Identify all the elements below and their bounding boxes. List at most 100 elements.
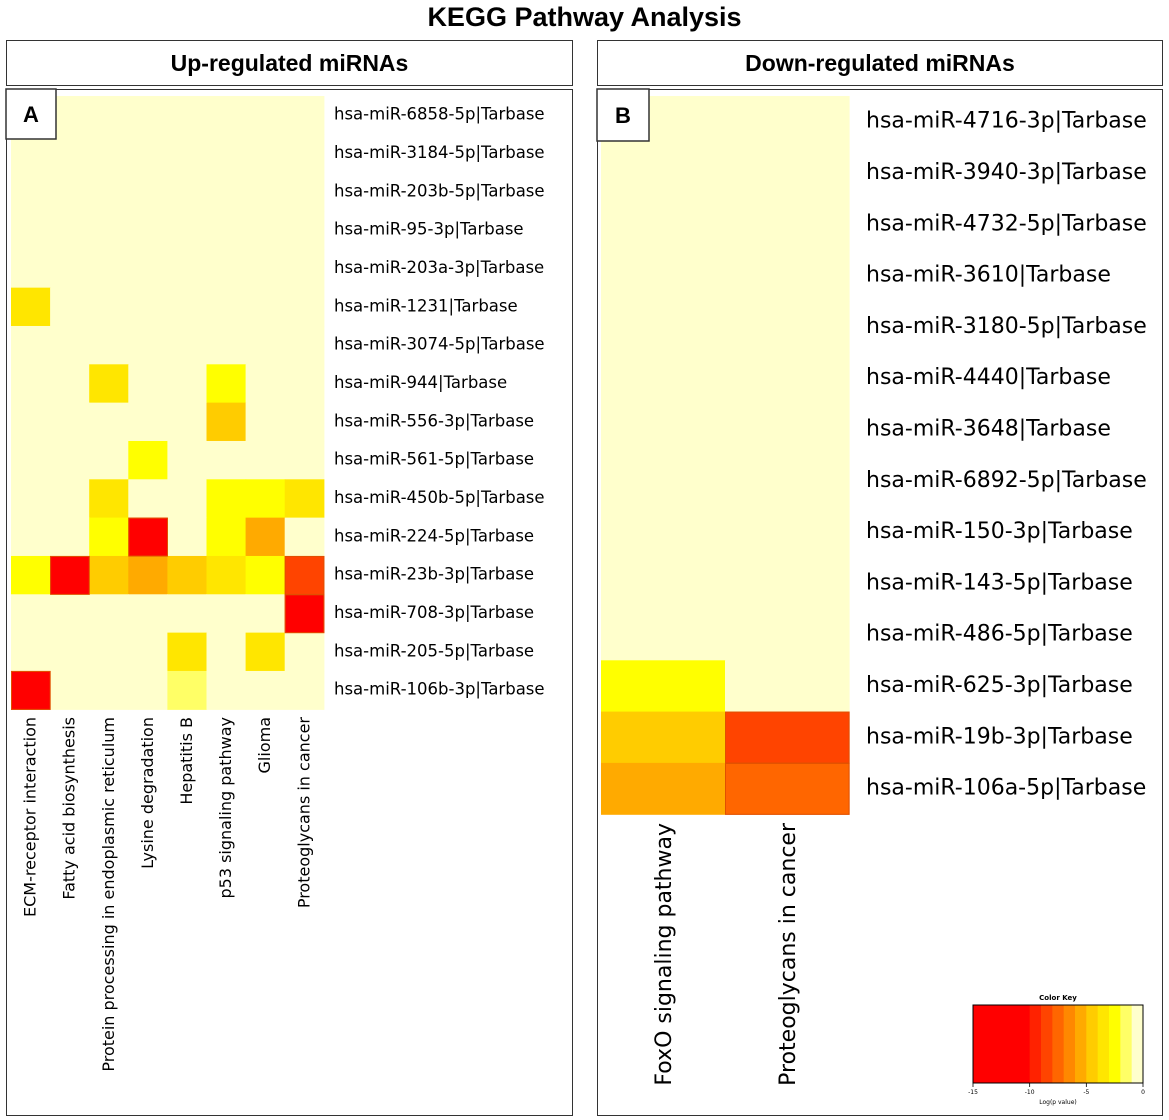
- heatmap-cell: [11, 172, 51, 212]
- heatmap-cell: [601, 557, 726, 610]
- panel-a-label-text: A: [23, 102, 39, 127]
- row-label: hsa-miR-3648|Tarbase: [866, 416, 1111, 441]
- heatmap-cell: [50, 402, 90, 442]
- heatmap-cell: [89, 517, 129, 557]
- heatmap-cell: [11, 249, 51, 289]
- heatmap-down-col-labels: FoxO signaling pathway Proteoglycans in c…: [652, 822, 801, 1086]
- row-label: hsa-miR-143-5p|Tarbase: [866, 570, 1133, 595]
- heatmap-cell: [167, 210, 208, 250]
- row-label: hsa-miR-3184-5p|Tarbase: [334, 143, 545, 162]
- heatmap-cell: [128, 670, 168, 710]
- panel-b-header: Down-regulated miRNAs: [597, 40, 1163, 86]
- heatmap-cell: [89, 134, 129, 174]
- column-label: Proteoglycans in cancer: [294, 717, 313, 909]
- heatmap-cell: [89, 632, 129, 672]
- heatmap-cell: [128, 440, 168, 480]
- panel-a-header: Up-regulated miRNAs: [6, 40, 573, 86]
- heatmap-cell: [167, 249, 208, 289]
- heatmap-cell: [167, 594, 208, 634]
- row-label: hsa-miR-4440|Tarbase: [866, 365, 1111, 390]
- color-key-bin: [1109, 1005, 1121, 1083]
- figure-title: KEGG Pathway Analysis: [427, 2, 742, 32]
- heatmap-cell-outline: [284, 594, 325, 634]
- heatmap-cell: [284, 96, 325, 135]
- heatmap-cell: [167, 325, 208, 365]
- heatmap-cell: [128, 364, 168, 404]
- heatmap-cell: [206, 134, 247, 174]
- heatmap-cell: [725, 660, 850, 713]
- color-key-bin: [1063, 1005, 1076, 1083]
- heatmap-cell: [89, 325, 129, 365]
- heatmap-cell: [89, 670, 129, 710]
- heatmap-cell: [601, 301, 726, 354]
- heatmap-cell-outline: [725, 762, 850, 815]
- heatmap-cell: [206, 287, 247, 327]
- heatmap-cell: [245, 96, 286, 135]
- heatmap-cell: [601, 609, 726, 661]
- heatmap-cell: [601, 762, 726, 815]
- heatmap-cell: [167, 670, 208, 710]
- heatmap-cell: [206, 517, 247, 557]
- heatmap-cell: [206, 172, 247, 212]
- heatmap-cell: [128, 402, 168, 442]
- heatmap-cell: [245, 210, 286, 250]
- heatmap-down-row-labels: hsa-miR-4716-3p|Tarbase hsa-miR-3940-3p|T…: [866, 109, 1147, 801]
- color-key: Color Key -15 -10 -5 0 Log(p value): [968, 994, 1145, 1106]
- heatmap-cell: [89, 249, 129, 289]
- row-label: hsa-miR-556-3p|Tarbase: [334, 411, 534, 430]
- heatmap-cell: [725, 762, 850, 815]
- heatmap-cell: [725, 198, 850, 251]
- heatmap-cell: [245, 517, 286, 557]
- row-label: hsa-miR-708-3p|Tarbase: [334, 603, 534, 622]
- heatmap-cell: [128, 632, 168, 672]
- color-key-tick-label: -10: [1025, 1089, 1035, 1096]
- heatmap-cell: [11, 210, 51, 250]
- heatmap-cell: [167, 440, 208, 480]
- heatmap-cell: [128, 172, 168, 212]
- heatmap-cell: [284, 670, 325, 710]
- row-label: hsa-miR-106b-3p|Tarbase: [334, 680, 545, 699]
- heatmap-cell: [284, 325, 325, 365]
- column-label: Proteoglycans in cancer: [776, 822, 801, 1086]
- row-label: hsa-miR-3940-3p|Tarbase: [866, 160, 1147, 185]
- row-label: hsa-miR-3074-5p|Tarbase: [334, 335, 545, 354]
- heatmap-cell: [50, 594, 90, 634]
- heatmap-cell: [167, 517, 208, 557]
- row-label: hsa-miR-203a-3p|Tarbase: [334, 258, 544, 277]
- heatmap-cell: [89, 96, 129, 135]
- heatmap-cell: [167, 632, 208, 672]
- heatmap-cell: [245, 325, 286, 365]
- heatmap-cell: [245, 249, 286, 289]
- heatmap-cell: [206, 96, 247, 135]
- heatmap-cell: [50, 517, 90, 557]
- heatmap-cell: [11, 402, 51, 442]
- heatmap-cell: [725, 609, 850, 661]
- heatmap-cell: [284, 287, 325, 327]
- heatmap-cell: [128, 249, 168, 289]
- heatmap-cell: [11, 287, 51, 327]
- heatmap-cell: [11, 364, 51, 404]
- row-label: hsa-miR-625-3p|Tarbase: [866, 673, 1133, 698]
- heatmap-cell: [284, 134, 325, 174]
- heatmap-cell: [601, 403, 726, 456]
- column-label: Hepatitis B: [177, 717, 196, 805]
- row-label: hsa-miR-150-3p|Tarbase: [866, 519, 1133, 544]
- heatmap-cell: [245, 632, 286, 672]
- heatmap-cell: [89, 287, 129, 327]
- heatmap-down-cells: [601, 96, 850, 815]
- heatmap-cell: [50, 364, 90, 404]
- heatmap-cell: [50, 172, 90, 212]
- heatmap-cell: [725, 506, 850, 559]
- heatmap-cell-outline: [128, 517, 169, 557]
- heatmap-cell: [601, 660, 726, 713]
- heatmap-up-cells: [11, 96, 325, 710]
- heatmap-cell: [11, 134, 51, 174]
- heatmap-cell: [50, 287, 90, 327]
- heatmap-cell: [50, 670, 90, 710]
- color-key-tick-label: -5: [1083, 1089, 1089, 1096]
- row-label: hsa-miR-224-5p|Tarbase: [334, 526, 534, 545]
- row-label: hsa-miR-205-5p|Tarbase: [334, 641, 534, 660]
- color-key-bin: [1097, 1005, 1110, 1083]
- heatmap-cell: [206, 210, 247, 250]
- heatmap-cell: [167, 172, 208, 212]
